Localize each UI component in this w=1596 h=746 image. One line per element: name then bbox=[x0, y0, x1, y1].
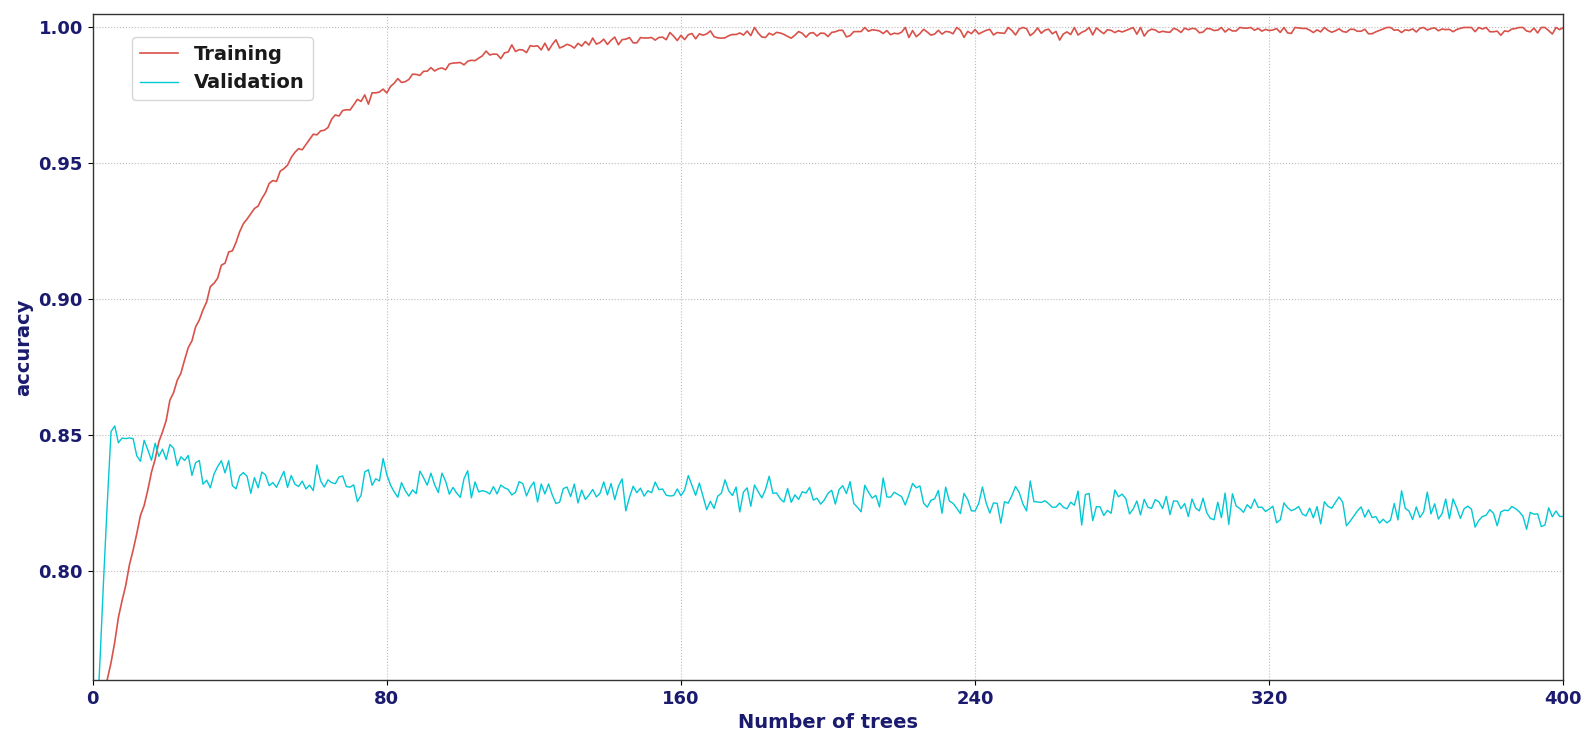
Training bbox=[1013, 23, 1033, 32]
Line: Training: Training bbox=[96, 28, 1564, 734]
X-axis label: Number of trees: Number of trees bbox=[737, 713, 918, 732]
Training bbox=[1555, 23, 1574, 32]
Legend: Training, Validation: Training, Validation bbox=[132, 37, 313, 100]
Training bbox=[1149, 28, 1168, 37]
Validation bbox=[672, 491, 691, 500]
Validation bbox=[1013, 500, 1033, 509]
Training bbox=[565, 43, 584, 52]
Validation bbox=[105, 421, 124, 430]
Validation bbox=[568, 498, 587, 507]
Training bbox=[86, 730, 105, 739]
Validation bbox=[86, 730, 105, 739]
Validation bbox=[1157, 492, 1176, 501]
Validation bbox=[267, 483, 286, 492]
Training bbox=[263, 176, 282, 185]
Line: Validation: Validation bbox=[96, 426, 1564, 734]
Y-axis label: accuracy: accuracy bbox=[14, 298, 34, 395]
Training bbox=[667, 36, 686, 45]
Validation bbox=[1555, 512, 1574, 521]
Validation bbox=[1149, 498, 1168, 507]
Training bbox=[745, 23, 764, 32]
Training bbox=[1157, 28, 1176, 37]
